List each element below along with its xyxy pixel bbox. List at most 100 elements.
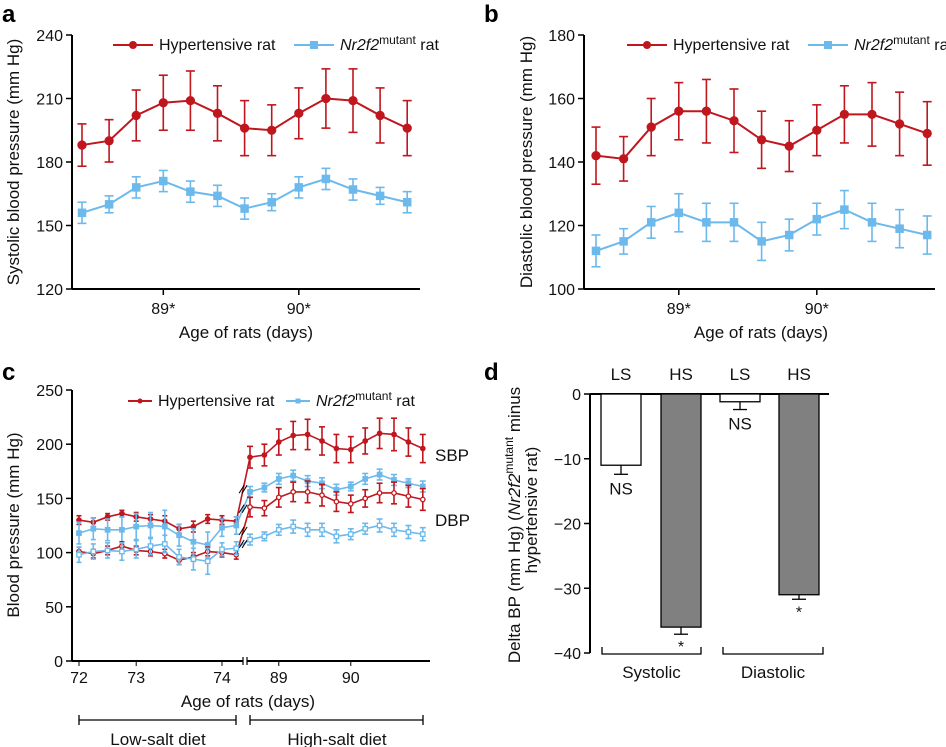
b-xlabel: Age of rats (days) (694, 323, 828, 342)
c-mutant_sbp-high-salt-point (261, 484, 268, 491)
d-significance-label: * (796, 604, 802, 621)
c-hypertensive_dbp-high-salt-point (419, 496, 426, 503)
a-mutant-point (131, 183, 141, 192)
c-ytick-label: 200 (36, 437, 63, 454)
d-bar-diastolic-hs (778, 393, 820, 596)
c-mutant_dbp-low-salt-point (90, 548, 97, 555)
d-ytick-label: −40 (554, 646, 581, 663)
b-mutant-point (619, 237, 628, 246)
b-mutant-point (757, 237, 766, 246)
c-mutant_dbp-high-salt-point (405, 529, 412, 535)
c-hypertensive_dbp-high-salt-point (376, 490, 383, 496)
b-legend-mutant-marker (824, 41, 832, 49)
c-hypertensive_sbp-high-salt-point (376, 430, 383, 437)
a-mutant-point (294, 183, 304, 192)
c-mutant_sbp-low-salt-point (104, 526, 111, 533)
c-legend-hypertensive-marker (137, 398, 143, 404)
a-xtick-label: 90* (287, 301, 311, 318)
a-mutant-point (186, 187, 195, 196)
c-hypertensive_dbp-high-salt-point (333, 498, 340, 505)
c-hypertensive_sbp-high-salt-point (419, 445, 426, 452)
c-mutant_sbp-low-salt-point (161, 523, 168, 530)
c-mutant_dbp-low-salt-point (219, 546, 225, 553)
d-bar-label: HS (669, 365, 693, 384)
a-legend-mutant-label: Nr2f2mutant rat (340, 33, 439, 54)
c-legend-hypertensive-label: Hypertensive rat (158, 393, 275, 410)
c-xtick-label: 89 (270, 670, 288, 687)
c-mutant_sbp-break-slash (238, 504, 245, 513)
c-mutant_dbp-high-salt-point (362, 525, 369, 532)
a-hypertensive-point (348, 95, 358, 106)
c-mutant_dbp-low-salt-point (119, 548, 125, 555)
c-hypertensive_dbp-high-salt-point (304, 489, 311, 495)
c-hypertensive_dbp-high-salt-point (275, 494, 282, 501)
c-hypertensive_sbp-high-salt-point (290, 432, 297, 439)
c-mutant_dbp-low-salt-point (161, 541, 168, 547)
b-mutant-point (702, 218, 711, 227)
a-ytick-label: 180 (36, 155, 63, 172)
c-ytick-label: 0 (54, 654, 63, 671)
c-hypertensive_sbp-high-salt-point (275, 439, 282, 445)
c-sbp-annotation: SBP (435, 446, 469, 465)
a-hypertensive-point (267, 125, 277, 135)
a-mutant-point (77, 208, 87, 218)
d-significance-label: NS (728, 415, 752, 434)
b-ytick-label: 160 (548, 92, 575, 109)
c-mutant_dbp-high-salt-point (347, 531, 354, 538)
c-hypertensive_sbp-high-salt-point (362, 438, 369, 444)
a-hypertensive-point (294, 108, 304, 118)
c-hypertensive_dbp-high-salt-point (405, 493, 412, 500)
d-bar-systolic-hs (660, 393, 702, 628)
c-hypertensive_sbp-high-salt-point (304, 431, 311, 438)
a-hypertensive-point (321, 93, 331, 104)
d-bar-label: HS (787, 365, 811, 384)
c-mutant_dbp-low-salt-point (204, 558, 211, 565)
c-ytick-label: 150 (36, 491, 63, 508)
c-mutant_sbp-low-salt-point (233, 522, 240, 529)
b-mutant-point (895, 224, 904, 233)
a-hypertensive-point (212, 108, 223, 118)
c-hypertensive_sbp-low-salt-point (204, 516, 211, 522)
c-ytick-label: 250 (36, 383, 63, 400)
b-xtick-label: 90* (805, 301, 829, 318)
d-ytick-label: 0 (572, 387, 581, 404)
d-ylabel-sup: mutant (502, 436, 516, 473)
c-low-salt-label: Low-salt diet (110, 730, 206, 747)
c-hypertensive_dbp-high-salt-point (347, 500, 354, 507)
d-ylabel-post: minus (505, 387, 524, 437)
b-hypertensive-point (784, 141, 794, 151)
b-legend-mutant-label: Nr2f2mutant rat (854, 33, 946, 54)
c-mutant_sbp-high-salt-point (376, 471, 383, 478)
a-mutant-point (159, 176, 168, 186)
c-hypertensive_sbp-high-salt-point (319, 438, 325, 444)
a-hypertensive-point (77, 140, 87, 150)
a-ytick-label: 150 (36, 219, 63, 236)
d-group-bracket (722, 647, 824, 655)
a-ylabel: Systolic blood pressure (mm Hg) (4, 39, 23, 286)
c-mutant_sbp-high-salt-point (362, 476, 369, 482)
c-mutant_dbp-break-slash (238, 539, 245, 549)
c-legend-mutant-label: Nr2f2mutant rat (316, 389, 415, 410)
c-mutant_dbp-high-salt-point (275, 526, 282, 533)
b-hypertensive-point (756, 135, 767, 145)
b-mutant-point (729, 218, 739, 227)
c-mutant_dbp-high-salt-point (247, 536, 253, 543)
b-mutant-point (812, 214, 822, 224)
a-mutant-point (321, 174, 331, 184)
a-ytick-label: 120 (36, 282, 63, 299)
a-mutant-point (267, 197, 276, 207)
c-mutant_dbp-high-salt-point (304, 526, 311, 533)
panel-label-b: b (484, 1, 499, 28)
panel-label-d: d (484, 359, 499, 386)
c-mutant_sbp-low-salt-point (147, 522, 154, 529)
a-hypertensive-point (375, 110, 385, 121)
b-hypertensive-point (867, 109, 877, 120)
b-ytick-label: 140 (548, 155, 575, 172)
b-ytick-label: 120 (548, 219, 575, 236)
b-hypertensive-point (646, 122, 656, 132)
b-mutant-point (784, 230, 794, 240)
b-mutant-point (646, 218, 656, 227)
a-mutant-point (375, 191, 385, 201)
panel-label-a: a (2, 1, 16, 28)
d-bar-label: LS (730, 365, 751, 384)
